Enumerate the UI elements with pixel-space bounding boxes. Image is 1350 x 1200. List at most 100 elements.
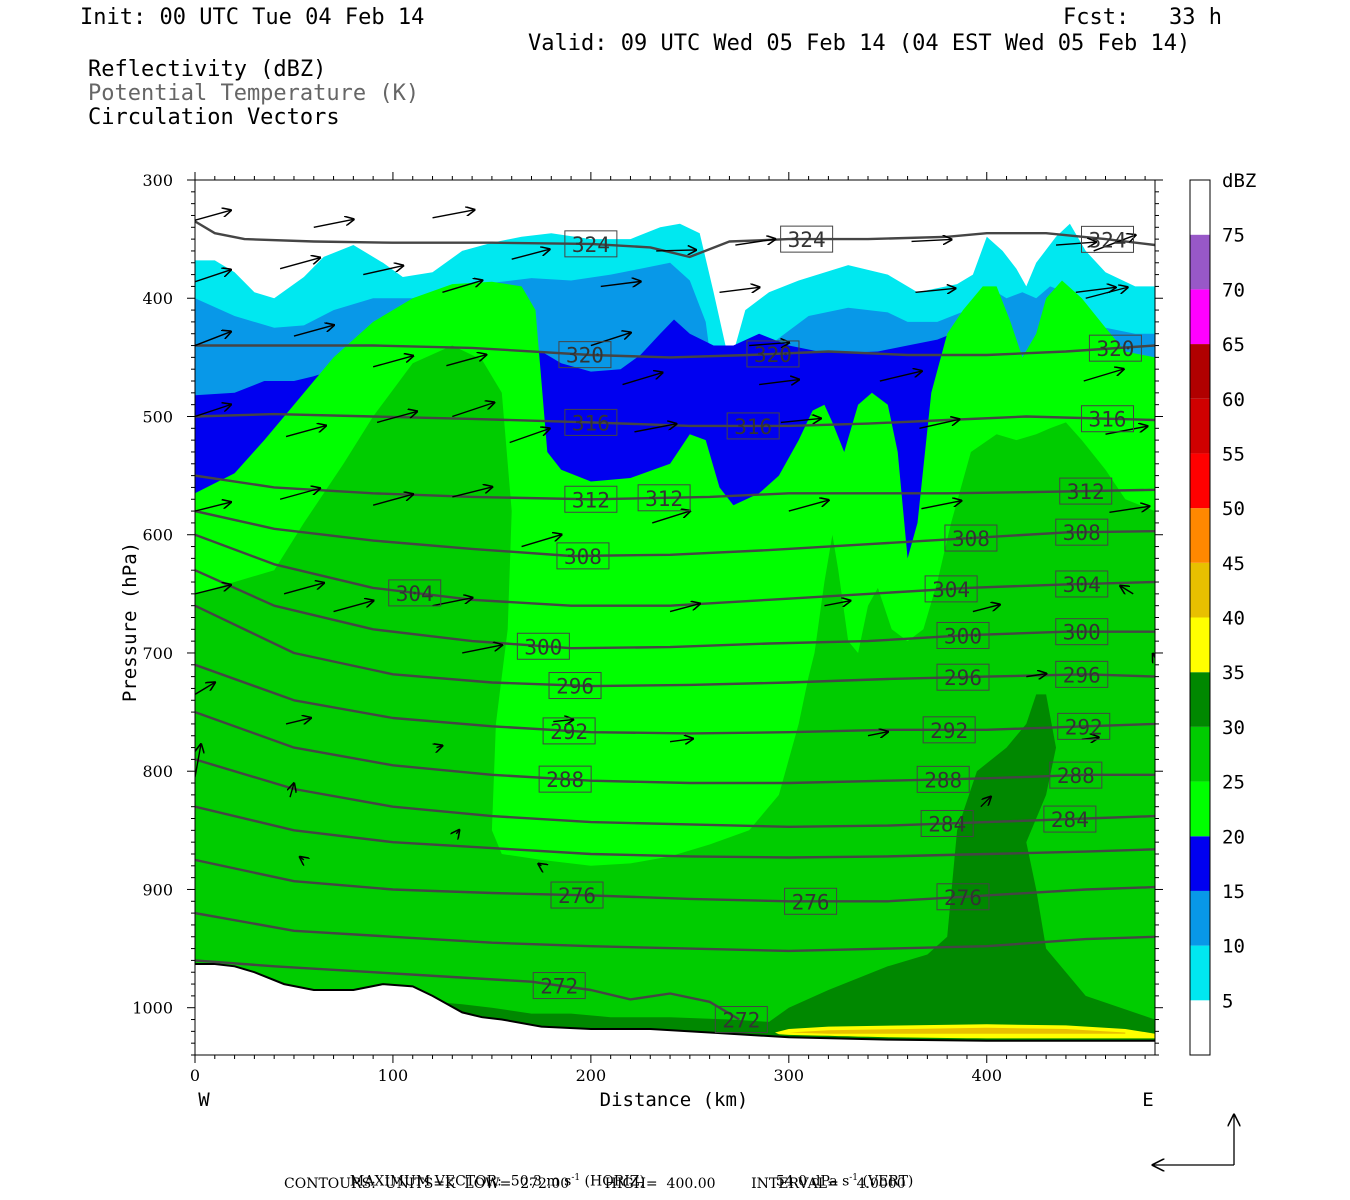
circulation-vector: [759, 380, 799, 385]
circulation-vector: [1105, 426, 1148, 435]
x-tick-label: 300: [774, 1066, 805, 1085]
colorbar-swatch: [1190, 234, 1210, 290]
field-reflectivity: Reflectivity (dBZ): [88, 57, 327, 82]
theta-contour-296: [195, 604, 1155, 688]
colorbar-frame: [1189, 179, 1211, 1056]
max-vector-horiz: MAXIMUM VECTOR: 50.3 m s: [349, 1173, 572, 1190]
theta-label-box: [784, 887, 838, 915]
reflectivity-region-25dbz: [195, 345, 1155, 1055]
circulation-vector: [195, 502, 231, 512]
theta-label: 320: [566, 344, 604, 368]
circulation-vector: [719, 287, 760, 292]
y-axis-label: Pressure (hPa): [119, 542, 141, 702]
theta-contour-324: [195, 220, 1155, 259]
valid-time: Valid: 09 UTC Wed 05 Feb 14 (04 EST Wed …: [528, 31, 1191, 56]
max-vector-vert-note: 54.0 dPa s-1 (VERT): [767, 1157, 913, 1190]
circulation-vector: [195, 270, 231, 283]
circulation-vector: [919, 419, 959, 429]
theta-label-box: [936, 663, 990, 691]
theta-label: 288: [924, 768, 962, 792]
circulation-vector: [1055, 242, 1096, 245]
theta-label-box: [924, 575, 978, 603]
theta-label: 300: [524, 635, 562, 659]
y-tick-label: 400: [142, 289, 173, 308]
theta-contour-288: [195, 710, 1155, 785]
circulation-vector: [656, 250, 696, 251]
theta-label: 316: [734, 415, 772, 439]
theta-label-box: [1080, 405, 1134, 433]
theta-label-box: [922, 716, 976, 744]
theta-contour-292: [195, 663, 1155, 735]
x-tick-label: 100: [378, 1066, 409, 1085]
max-vector-horiz-tail: (HORIZ): [580, 1173, 645, 1190]
theta-contour-308: [195, 509, 1155, 558]
circulation-vector: [600, 281, 641, 286]
max-vector-vert: 54.0 dPa s: [775, 1173, 850, 1190]
circulation-vector: [921, 501, 961, 510]
colorbar-tick-label: 5: [1222, 990, 1233, 1012]
circulation-vector: [456, 830, 459, 834]
circulation-vector: [1120, 586, 1134, 594]
circulation-vector: [511, 249, 550, 260]
init-time: Init: 00 UTC Tue 04 Feb 14: [80, 5, 425, 30]
colorbar-swatch: [1190, 180, 1210, 235]
colorbar-swatch: [1190, 398, 1210, 454]
circulation-vector: [1109, 506, 1149, 513]
circulation-vector: [1083, 369, 1124, 382]
circulation-vector: [195, 682, 215, 695]
theta-label-box: [542, 717, 596, 745]
theta-label-box: [916, 765, 970, 793]
theta-label-box: [944, 524, 998, 552]
theta-label: 284: [928, 812, 966, 836]
theta-label-box: [920, 809, 974, 837]
theta-label: 312: [1067, 480, 1105, 504]
theta-label: 304: [932, 578, 970, 602]
theta-label-box: [936, 883, 990, 911]
theta-label: 324: [572, 233, 610, 257]
circulation-vector: [867, 732, 888, 736]
circulation-vector: [788, 500, 829, 512]
circulation-vector: [1093, 235, 1136, 252]
colorbar-tick-label: 75: [1222, 225, 1245, 247]
theta-label-box: [1049, 761, 1103, 789]
theta-contour-276: [195, 858, 1155, 903]
circulation-vector: [195, 404, 231, 418]
circulation-vector: [333, 601, 374, 613]
theta-label: 276: [944, 886, 982, 910]
theta-label-box: [1057, 712, 1111, 740]
circulation-vector: [735, 239, 775, 246]
circulation-vector: [622, 373, 663, 386]
colorbar-tick-label: 30: [1222, 717, 1245, 739]
colorbar-swatch: [1190, 508, 1210, 563]
theta-label-box: [746, 340, 800, 368]
colorbar-tick-label: 45: [1222, 553, 1245, 575]
theta-label-box: [637, 484, 691, 512]
max-vector-vert-exp: -1: [849, 1173, 859, 1183]
theta-label-box: [936, 621, 990, 649]
colorbar-tick-label: 50: [1222, 498, 1245, 520]
theta-label-box: [564, 408, 618, 436]
colorbar-tick-label: 70: [1222, 279, 1245, 301]
theta-label: 292: [550, 720, 588, 744]
circulation-vector: [972, 605, 1000, 613]
circulation-vector: [452, 402, 494, 418]
circulation-vector: [195, 332, 231, 347]
theta-label: 272: [722, 1009, 760, 1033]
circulation-vector: [669, 739, 693, 742]
theta-label: 312: [645, 487, 683, 511]
theta-label-box: [1059, 477, 1113, 505]
theta-label-box: [1055, 618, 1109, 646]
circulation-vector: [521, 535, 562, 548]
circulation-vector: [915, 288, 955, 292]
theta-label-box: [1088, 334, 1142, 362]
colorbar-tick-label: 25: [1222, 772, 1245, 794]
circulation-vector: [911, 239, 952, 241]
circulation-vector: [452, 487, 492, 498]
circulation-vector: [980, 797, 991, 808]
colorbar-tick-label: 40: [1222, 608, 1245, 630]
circulation-vector: [824, 601, 850, 606]
circulation-vector: [313, 219, 354, 228]
colorbar-swatch: [1190, 945, 1210, 1001]
circulation-vector: [442, 280, 482, 294]
